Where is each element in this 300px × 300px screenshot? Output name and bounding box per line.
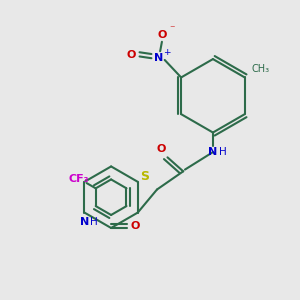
- Text: O: O: [127, 50, 136, 60]
- Text: N: N: [154, 53, 163, 63]
- Text: O: O: [131, 221, 140, 231]
- Text: CH₃: CH₃: [251, 64, 269, 74]
- Text: ⁻: ⁻: [170, 24, 175, 34]
- Text: N: N: [208, 147, 217, 157]
- Text: N: N: [80, 218, 89, 227]
- Text: CF₃: CF₃: [69, 174, 89, 184]
- Text: O: O: [157, 144, 166, 154]
- Text: O: O: [157, 30, 167, 40]
- Text: H: H: [90, 218, 98, 227]
- Text: +: +: [164, 49, 171, 58]
- Text: H: H: [218, 147, 226, 157]
- Text: S: S: [140, 170, 149, 183]
